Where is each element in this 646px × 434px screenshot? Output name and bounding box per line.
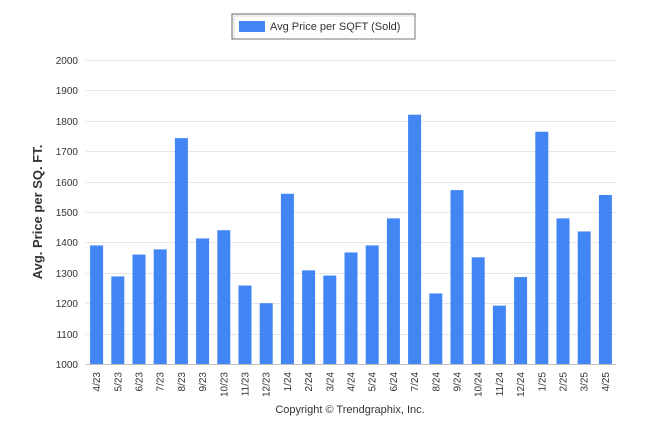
bar[interactable] bbox=[344, 252, 358, 364]
x-tick-label: 4/23 bbox=[92, 372, 103, 392]
y-tick-labels: 1000 1100 1200 1300 1400 1500 1600 1700 1800 1900… bbox=[56, 56, 79, 371]
x-tick-label: 6/23 bbox=[135, 372, 146, 392]
bar[interactable] bbox=[514, 277, 528, 364]
y-axis-title: Avg. Price per SQ. FT. bbox=[30, 145, 45, 280]
x-tick-label: 8/24 bbox=[431, 372, 442, 392]
x-tick-label: 9/23 bbox=[198, 372, 209, 392]
x-tick-label: 10/24 bbox=[474, 372, 485, 397]
x-tick-label: 4/24 bbox=[347, 372, 358, 392]
y-tick-label: 1600 bbox=[56, 178, 79, 189]
bar[interactable] bbox=[577, 231, 591, 364]
x-tick-label: 1/24 bbox=[283, 372, 294, 392]
x-tick-label: 11/23 bbox=[241, 372, 252, 397]
y-tick-label: 1500 bbox=[56, 208, 79, 219]
copyright-text: Copyright © Trendgraphix, Inc. bbox=[275, 404, 424, 416]
x-tick-label: 9/24 bbox=[453, 372, 464, 392]
bar[interactable] bbox=[111, 276, 125, 364]
bar[interactable] bbox=[238, 285, 252, 364]
x-tick-labels: 4/23 5/23 6/23 7/23 8/23 9/23 10/23 11/23 12/23 1… bbox=[92, 372, 612, 397]
y-tick-label: 1800 bbox=[56, 117, 79, 128]
bar[interactable] bbox=[90, 245, 104, 364]
bar[interactable] bbox=[535, 131, 549, 364]
legend[interactable]: Avg Price per SQFT (Sold) bbox=[231, 13, 416, 40]
bar[interactable] bbox=[259, 303, 273, 364]
bars bbox=[90, 114, 612, 364]
x-tick-label: 5/23 bbox=[113, 372, 124, 392]
bar[interactable] bbox=[153, 249, 167, 364]
bar[interactable] bbox=[408, 114, 422, 364]
x-tick-label: 3/25 bbox=[580, 372, 591, 392]
x-tick-label: 10/23 bbox=[219, 372, 230, 397]
bar[interactable] bbox=[174, 138, 188, 364]
bar[interactable] bbox=[429, 293, 443, 364]
x-tick-label: 5/24 bbox=[368, 372, 379, 392]
bar[interactable] bbox=[132, 254, 146, 364]
y-tick-label: 1400 bbox=[56, 238, 79, 249]
y-tick-label: 1000 bbox=[56, 360, 79, 371]
bar[interactable] bbox=[386, 218, 400, 364]
x-tick-label: 2/24 bbox=[304, 372, 315, 392]
x-tick-label: 1/25 bbox=[537, 372, 548, 392]
x-tick-label: 12/24 bbox=[516, 372, 527, 397]
y-tick-label: 1200 bbox=[56, 299, 79, 310]
y-tick-label: 1100 bbox=[56, 330, 78, 341]
x-tick-label: 4/25 bbox=[601, 372, 612, 392]
x-tick-label: 7/24 bbox=[410, 372, 421, 392]
y-tick-label: 2000 bbox=[56, 56, 79, 67]
bar[interactable] bbox=[492, 305, 506, 364]
bar[interactable] bbox=[598, 194, 612, 364]
x-tick-label: 7/23 bbox=[156, 372, 167, 392]
x-tick-label: 3/24 bbox=[325, 372, 336, 392]
gridlines bbox=[86, 60, 616, 365]
x-tick-label: 11/24 bbox=[495, 372, 506, 397]
x-tick-label: 2/25 bbox=[559, 372, 570, 392]
y-tick-label: 1700 bbox=[56, 147, 79, 158]
y-tick-label: 1900 bbox=[56, 86, 79, 97]
bar[interactable] bbox=[302, 270, 316, 364]
legend-shadow bbox=[233, 15, 416, 40]
x-tick-label: 6/24 bbox=[389, 372, 400, 392]
bar[interactable] bbox=[280, 193, 294, 364]
bar[interactable] bbox=[471, 257, 485, 364]
bar[interactable] bbox=[217, 230, 231, 364]
x-tick-label: 8/23 bbox=[177, 372, 188, 392]
bar[interactable] bbox=[556, 218, 570, 364]
x-tick-label: 12/23 bbox=[262, 372, 273, 397]
bar[interactable] bbox=[323, 275, 337, 364]
bar[interactable] bbox=[365, 245, 379, 364]
legend-swatch bbox=[239, 21, 265, 32]
bar[interactable] bbox=[196, 238, 210, 364]
y-tick-label: 1300 bbox=[56, 269, 79, 280]
bar[interactable] bbox=[450, 190, 464, 364]
legend-label: Avg Price per SQFT (Sold) bbox=[270, 21, 400, 33]
